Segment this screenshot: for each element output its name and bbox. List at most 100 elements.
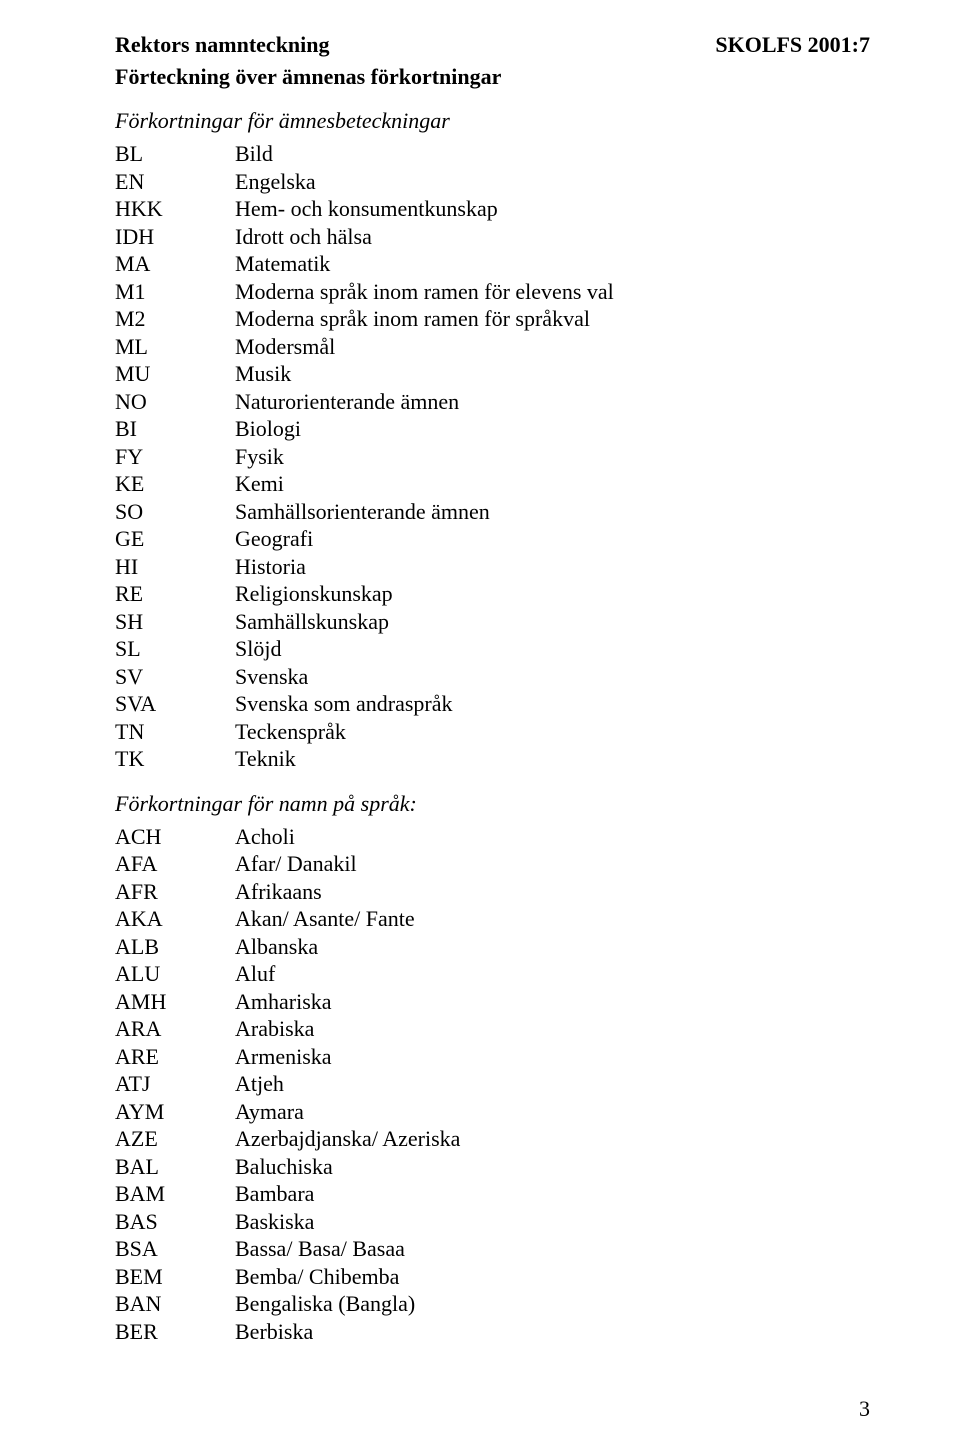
table-row: AREArmeniska bbox=[115, 1043, 870, 1071]
abbr-label: Teknik bbox=[235, 745, 870, 773]
abbr-label: Hem- och konsumentkunskap bbox=[235, 195, 870, 223]
abbr-label: Modersmål bbox=[235, 333, 870, 361]
table-row: IDHIdrott och hälsa bbox=[115, 223, 870, 251]
table-row: ENEngelska bbox=[115, 168, 870, 196]
abbr-label: Aymara bbox=[235, 1098, 870, 1126]
abbr-label: Armeniska bbox=[235, 1043, 870, 1071]
table-row: TKTeknik bbox=[115, 745, 870, 773]
abbr-code: SO bbox=[115, 498, 235, 526]
section2-table: ACHAcholiAFAAfar/ DanakilAFRAfrikaansAKA… bbox=[115, 823, 870, 1346]
table-row: REReligionskunskap bbox=[115, 580, 870, 608]
abbr-code: ARE bbox=[115, 1043, 235, 1071]
abbr-code: SH bbox=[115, 608, 235, 636]
abbr-label: Matematik bbox=[235, 250, 870, 278]
abbr-code: ARA bbox=[115, 1015, 235, 1043]
abbr-label: Historia bbox=[235, 553, 870, 581]
abbr-code: BAM bbox=[115, 1180, 235, 1208]
abbr-label: Moderna språk inom ramen för elevens val bbox=[235, 278, 870, 306]
abbr-label: Akan/ Asante/ Fante bbox=[235, 905, 870, 933]
abbr-code: BI bbox=[115, 415, 235, 443]
table-row: KEKemi bbox=[115, 470, 870, 498]
table-row: M2Moderna språk inom ramen för språkval bbox=[115, 305, 870, 333]
abbr-code: AZE bbox=[115, 1125, 235, 1153]
abbr-label: Biologi bbox=[235, 415, 870, 443]
abbr-label: Aluf bbox=[235, 960, 870, 988]
table-row: SVSvenska bbox=[115, 663, 870, 691]
abbr-label: Afrikaans bbox=[235, 878, 870, 906]
abbr-code: KE bbox=[115, 470, 235, 498]
table-row: FYFysik bbox=[115, 443, 870, 471]
document-page: Rektors namnteckning SKOLFS 2001:7 Förte… bbox=[0, 0, 960, 1450]
table-row: HKKHem- och konsumentkunskap bbox=[115, 195, 870, 223]
abbr-code: AMH bbox=[115, 988, 235, 1016]
abbr-code: ALB bbox=[115, 933, 235, 961]
table-row: ALBAlbanska bbox=[115, 933, 870, 961]
table-row: AZEAzerbajdjanska/ Azeriska bbox=[115, 1125, 870, 1153]
abbr-code: BEM bbox=[115, 1263, 235, 1291]
abbr-code: RE bbox=[115, 580, 235, 608]
abbr-code: ATJ bbox=[115, 1070, 235, 1098]
abbr-code: SVA bbox=[115, 690, 235, 718]
table-row: BIBiologi bbox=[115, 415, 870, 443]
table-row: AKAAkan/ Asante/ Fante bbox=[115, 905, 870, 933]
abbr-code: BAL bbox=[115, 1153, 235, 1181]
abbr-code: FY bbox=[115, 443, 235, 471]
table-row: BERBerbiska bbox=[115, 1318, 870, 1346]
abbr-label: Kemi bbox=[235, 470, 870, 498]
header-left: Rektors namnteckning bbox=[115, 32, 330, 58]
table-row: BASBaskiska bbox=[115, 1208, 870, 1236]
abbr-label: Idrott och hälsa bbox=[235, 223, 870, 251]
abbr-label: Amhariska bbox=[235, 988, 870, 1016]
abbr-code: ACH bbox=[115, 823, 235, 851]
abbr-code: HI bbox=[115, 553, 235, 581]
abbr-label: Musik bbox=[235, 360, 870, 388]
abbr-label: Baskiska bbox=[235, 1208, 870, 1236]
abbr-code: M2 bbox=[115, 305, 235, 333]
table-row: SLSlöjd bbox=[115, 635, 870, 663]
table-row: HIHistoria bbox=[115, 553, 870, 581]
table-row: BALBaluchiska bbox=[115, 1153, 870, 1181]
abbr-code: BAS bbox=[115, 1208, 235, 1236]
abbr-code: EN bbox=[115, 168, 235, 196]
abbr-label: Slöjd bbox=[235, 635, 870, 663]
section2-title: Förkortningar för namn på språk: bbox=[115, 791, 870, 817]
table-row: ALUAluf bbox=[115, 960, 870, 988]
abbr-code: MU bbox=[115, 360, 235, 388]
page-number: 3 bbox=[859, 1396, 870, 1422]
abbr-code: GE bbox=[115, 525, 235, 553]
table-row: ACHAcholi bbox=[115, 823, 870, 851]
header-right: SKOLFS 2001:7 bbox=[715, 32, 870, 58]
abbr-code: BER bbox=[115, 1318, 235, 1346]
table-row: MUMusik bbox=[115, 360, 870, 388]
table-row: BEMBemba/ Chibemba bbox=[115, 1263, 870, 1291]
table-row: MLModersmål bbox=[115, 333, 870, 361]
abbr-code: AFA bbox=[115, 850, 235, 878]
abbr-code: BL bbox=[115, 140, 235, 168]
abbr-label: Albanska bbox=[235, 933, 870, 961]
abbr-code: IDH bbox=[115, 223, 235, 251]
abbr-code: SL bbox=[115, 635, 235, 663]
table-row: M1Moderna språk inom ramen för elevens v… bbox=[115, 278, 870, 306]
section1-table: BLBildENEngelskaHKKHem- och konsumentkun… bbox=[115, 140, 870, 773]
abbr-code: AKA bbox=[115, 905, 235, 933]
table-row: AMHAmhariska bbox=[115, 988, 870, 1016]
abbr-code: M1 bbox=[115, 278, 235, 306]
abbr-code: TK bbox=[115, 745, 235, 773]
abbr-code: NO bbox=[115, 388, 235, 416]
abbr-label: Engelska bbox=[235, 168, 870, 196]
abbr-label: Afar/ Danakil bbox=[235, 850, 870, 878]
table-row: SOSamhällsorienterande ämnen bbox=[115, 498, 870, 526]
abbr-label: Arabiska bbox=[235, 1015, 870, 1043]
abbr-label: Samhällskunskap bbox=[235, 608, 870, 636]
abbr-label: Berbiska bbox=[235, 1318, 870, 1346]
abbr-label: Samhällsorienterande ämnen bbox=[235, 498, 870, 526]
abbr-label: Teckenspråk bbox=[235, 718, 870, 746]
abbr-label: Fysik bbox=[235, 443, 870, 471]
table-row: BAMBambara bbox=[115, 1180, 870, 1208]
abbr-label: Svenska bbox=[235, 663, 870, 691]
abbr-label: Bild bbox=[235, 140, 870, 168]
abbr-label: Bambara bbox=[235, 1180, 870, 1208]
table-row: NONaturorienterande ämnen bbox=[115, 388, 870, 416]
abbr-label: Baluchiska bbox=[235, 1153, 870, 1181]
abbr-label: Moderna språk inom ramen för språkval bbox=[235, 305, 870, 333]
